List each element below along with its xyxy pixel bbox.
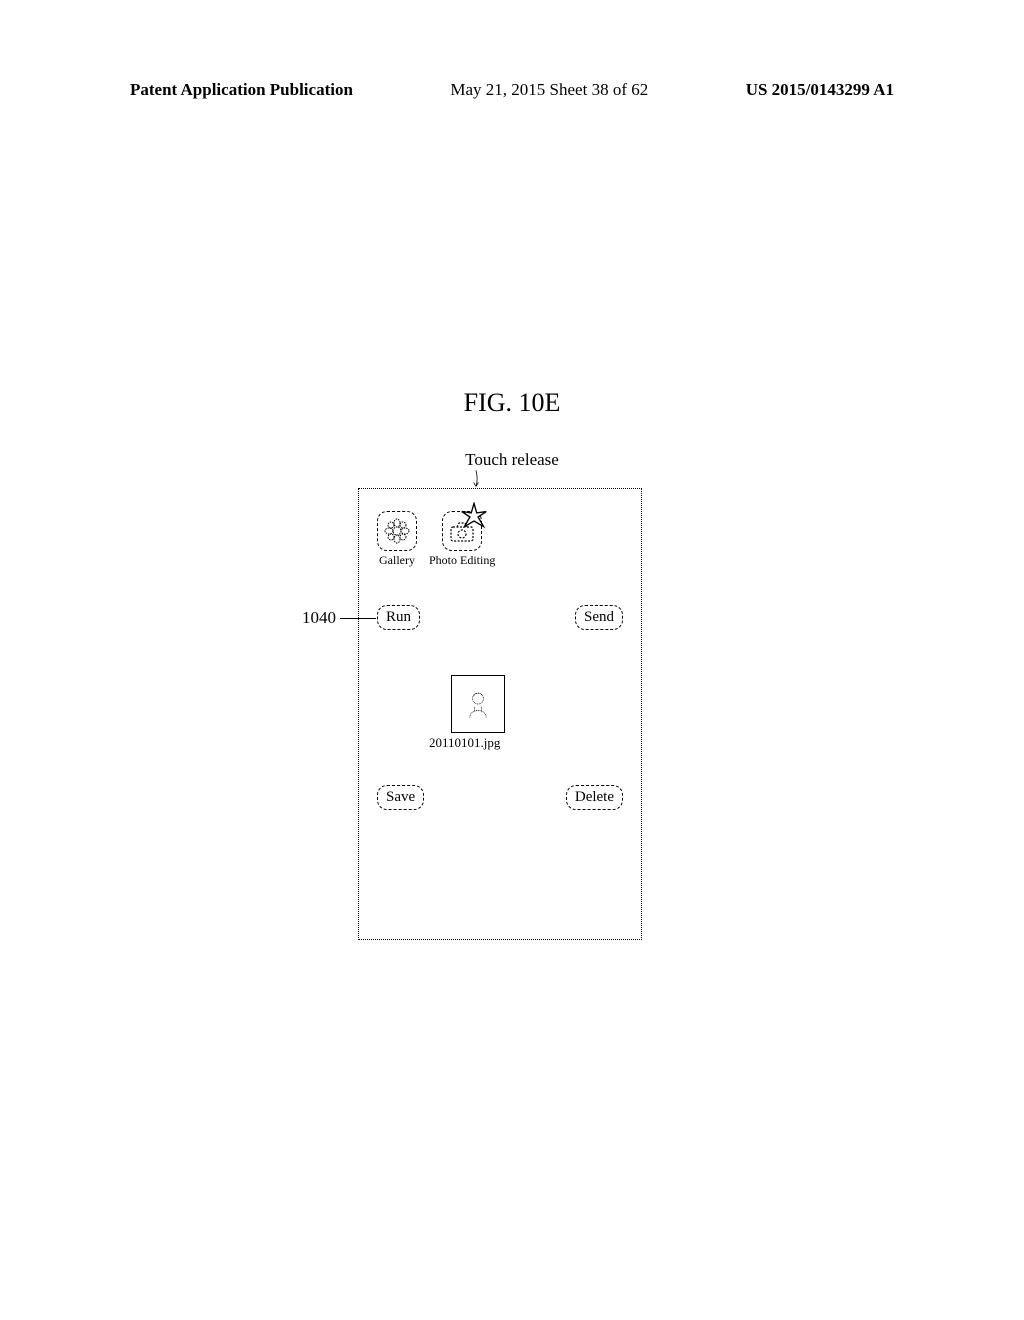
touch-release-label: Touch release: [0, 450, 1024, 470]
photo-thumbnail[interactable]: [451, 675, 505, 733]
header-center: May 21, 2015 Sheet 38 of 62: [450, 80, 648, 100]
photo-filename: 20110101.jpg: [429, 735, 500, 751]
header-left: Patent Application Publication: [130, 80, 353, 100]
device-frame: Gallery Photo Editing Run: [358, 488, 642, 940]
send-button[interactable]: Send: [575, 605, 623, 630]
photo-editing-icon-group: Photo Editing: [429, 511, 495, 568]
gallery-icon-group: Gallery: [377, 511, 417, 568]
photo-editing-icon[interactable]: [442, 511, 482, 551]
figure-title: FIG. 10E: [0, 388, 1024, 418]
header-right: US 2015/0143299 A1: [746, 80, 894, 100]
app-icons-row: Gallery Photo Editing: [377, 511, 495, 568]
run-button[interactable]: Run: [377, 605, 420, 630]
page-header: Patent Application Publication May 21, 2…: [0, 80, 1024, 100]
gallery-icon[interactable]: [377, 511, 417, 551]
reference-number: 1040: [302, 608, 336, 628]
gallery-label: Gallery: [379, 553, 415, 568]
delete-button[interactable]: Delete: [566, 785, 623, 810]
touch-release-arrow: [472, 470, 480, 490]
save-button[interactable]: Save: [377, 785, 424, 810]
photo-editing-label: Photo Editing: [429, 553, 495, 568]
touch-star-icon: [459, 502, 489, 538]
